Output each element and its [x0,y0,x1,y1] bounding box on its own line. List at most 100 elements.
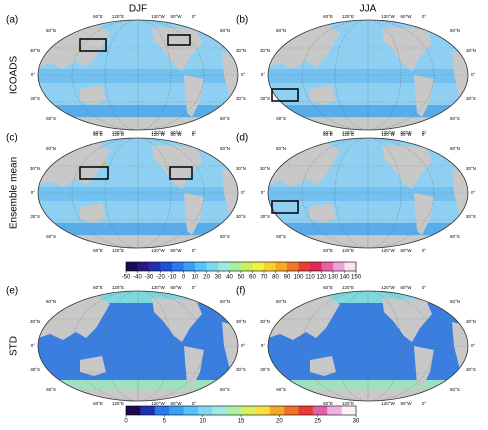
lon-label: 120°E [112,14,124,19]
lat-label: 30°S [260,214,270,219]
graticule [71,138,205,248]
colorbar-tick-label: 50 [238,275,245,281]
colorbar-tick-label: 0 [182,275,186,281]
column-header: JJA [360,4,377,15]
panel-label: (e) [6,286,18,297]
land [38,118,238,130]
lon-label: 60°W [170,248,182,253]
colorbar-segment [140,406,156,415]
lat-label: 30°S [466,96,476,101]
land [414,193,434,235]
land [268,236,468,248]
map-outline [267,19,469,131]
land [432,139,448,153]
land [202,292,218,306]
lon-label: 60°W [170,14,182,19]
map-outline [37,290,239,402]
colorbar-segment [255,406,271,415]
colorbar-segment [212,406,227,415]
lat-label: 60°S [450,234,460,239]
lat-label: 30°S [236,367,246,372]
map-body [268,20,468,130]
lon-label: 60°W [400,130,412,135]
colorbar-tick-label: -20 [156,275,165,281]
graticule [334,138,402,248]
land [184,75,204,117]
lon-label: 60°E [323,14,333,19]
region-box [271,200,299,214]
map-panel: 60°E 60°E 120°E 120°E 120°W 120°W 60°W 60°W 0° 0°… [30,14,246,135]
lon-label: 60°E [323,401,333,406]
lon-label: 0° [422,130,427,135]
lat-label: 30°S [260,367,270,372]
colorbar-tick-label: 5 [163,419,167,425]
graticule [301,20,435,130]
land [202,139,218,153]
map-outline [37,137,239,249]
lat-label: 60°N [450,146,460,151]
colorbar-tick-label: 130 [328,275,339,281]
lat-label: 30°N [236,48,246,53]
map-outline [267,137,469,249]
colorbar-tick-label: 70 [261,275,268,281]
colorbar-tick-label: -10 [168,275,177,281]
lon-label: 60°W [400,132,412,137]
colorbar-segment [287,262,299,271]
lat-label: 0° [261,190,266,195]
lon-label: 120°E [112,248,124,253]
graticule [104,138,172,248]
map-body [38,138,238,248]
lat-label: 30°N [30,48,40,53]
lon-label: 120°W [381,401,395,406]
lat-label: 30°N [260,166,270,171]
lat-label: 30°N [466,166,476,171]
lat-label: 0° [241,190,246,195]
colorbar-tick-label: 20 [276,419,283,425]
lon-label: 120°W [381,14,395,19]
colorbar-segment [327,406,342,415]
region-box [79,38,107,52]
lat-label: 30°N [30,319,40,324]
lon-label: 60°W [400,14,412,19]
lon-label: 120°W [381,130,395,135]
colorbar-tick-label: 120 [316,275,327,281]
land [80,356,106,376]
colorbar-segment [154,406,170,415]
graticule [71,291,205,401]
lon-label: 0° [422,285,427,290]
colorbar-segment [275,262,288,271]
land [382,27,432,71]
row-label: STD [9,336,20,356]
lon-label: 0° [192,401,197,406]
colorbar-segment [284,406,299,415]
colorbar-segment [321,262,334,271]
colorbar-segment [298,406,314,415]
land [310,85,336,105]
land [80,85,106,105]
lon-label: 120°W [151,285,165,290]
colorbar-segment [312,406,328,415]
lon-label: 60°E [323,248,333,253]
lon-label: 60°E [93,130,103,135]
region-box [79,166,109,180]
lat-label: 30°S [260,96,270,101]
lon-label: 60°E [323,285,333,290]
map-panel: 60°E 60°E 120°E 120°E 120°W 120°W 60°W 60°W 0° 0°… [30,285,246,406]
lat-label: 60°N [450,299,460,304]
lat-label: 30°S [236,214,246,219]
lat-label: 30°S [466,367,476,372]
lat-label: 60°S [450,387,460,392]
panel-label: (a) [6,15,18,26]
lat-label: 30°N [466,48,476,53]
lat-label: 0° [471,72,476,77]
lat-label: 30°N [30,166,40,171]
graticule [104,20,172,130]
lon-label: 60°E [93,285,103,290]
lat-label: 60°S [220,116,230,121]
lon-label: 60°W [170,130,182,135]
colorbar-tick-label: 25 [314,419,321,425]
lon-label: 60°W [170,132,182,137]
colorbar-segment [229,262,242,271]
lon-label: 120°W [381,132,395,137]
region-box [167,34,191,46]
